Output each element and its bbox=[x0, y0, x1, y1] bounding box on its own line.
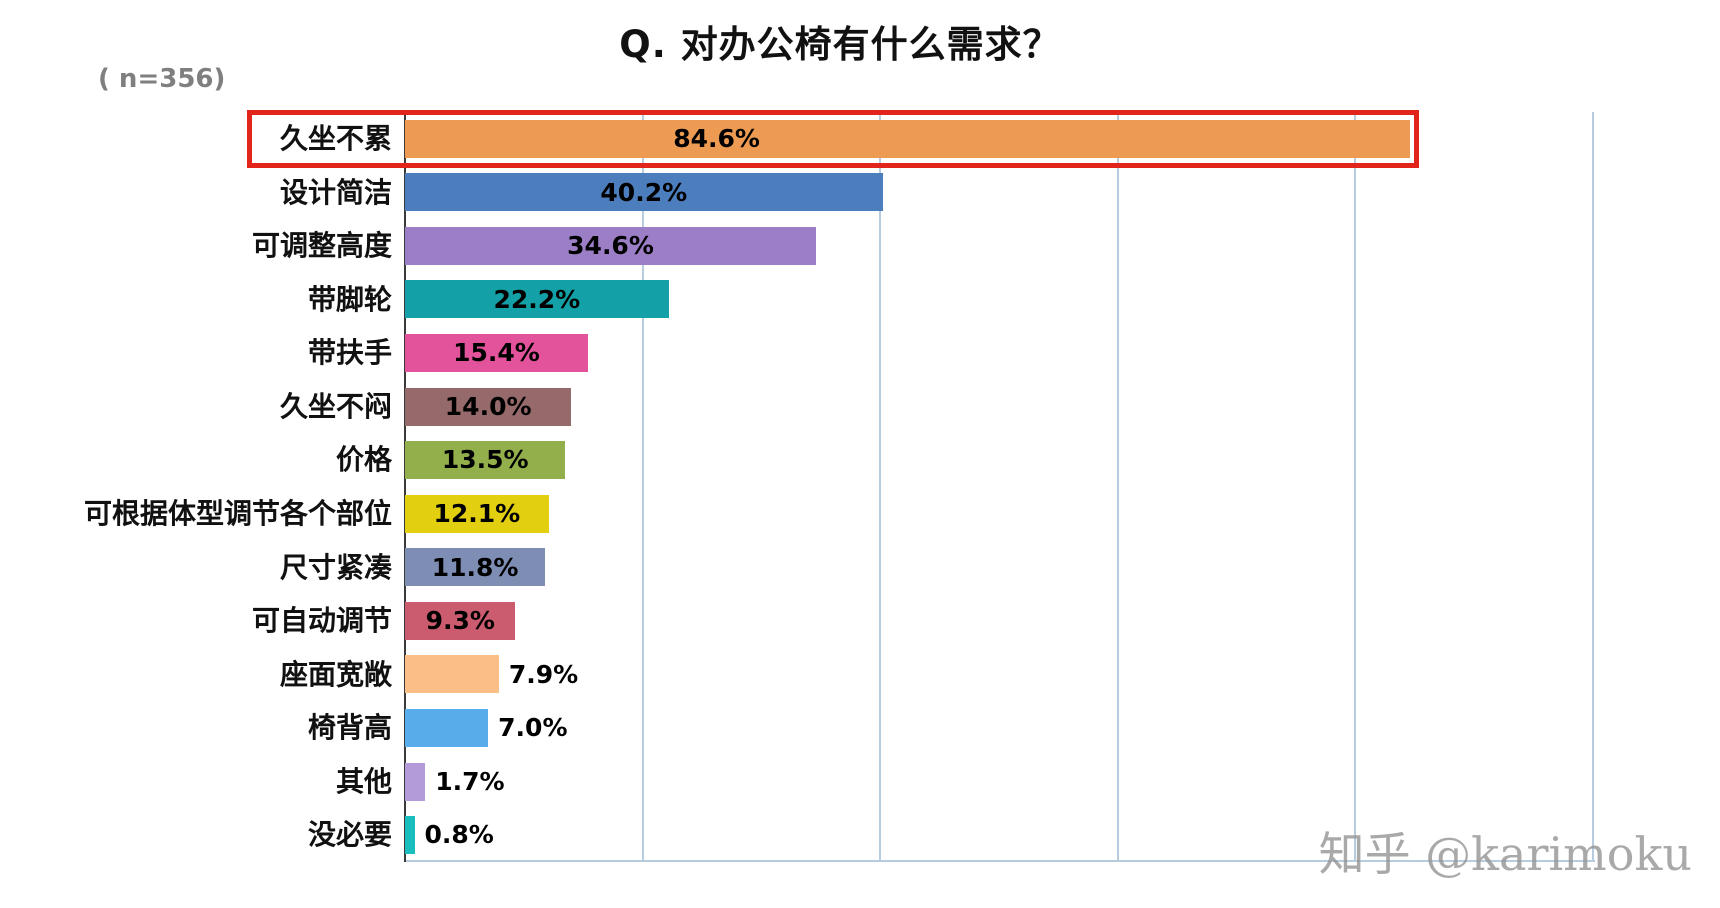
bar bbox=[405, 762, 426, 801]
bar-row: 可自动调节 9.3% bbox=[0, 594, 1720, 648]
gridline bbox=[1354, 112, 1357, 862]
value-label: 84.6% bbox=[673, 124, 760, 153]
gridline bbox=[641, 112, 644, 862]
bar bbox=[405, 119, 1411, 158]
value-label: 13.5% bbox=[441, 445, 529, 475]
bar bbox=[405, 601, 516, 640]
category-label: 带脚轮 bbox=[307, 282, 392, 316]
chart-title: Q. 对办公椅有什么需求？ bbox=[619, 23, 1061, 66]
bar-row: 带扶手 15.4% bbox=[0, 326, 1720, 380]
bar-row: 可根据体型调节各个部位 12.1% bbox=[0, 487, 1720, 541]
bar-row: 没必要 0.8% bbox=[0, 808, 1720, 862]
category-label: 久坐不累 bbox=[279, 122, 392, 155]
value-label: 7.9% bbox=[508, 659, 579, 689]
bar-row: 带脚轮 22.2% bbox=[0, 273, 1720, 327]
bar bbox=[405, 816, 415, 855]
value-label: 22.2% bbox=[493, 284, 581, 314]
bar bbox=[405, 709, 489, 748]
x-axis-line bbox=[405, 860, 1595, 862]
value-label: 12.1% bbox=[433, 499, 521, 528]
bar-row: 尺寸紧凑 11.8% bbox=[0, 541, 1720, 595]
bar-row: 设计简洁 40.2% bbox=[0, 166, 1720, 220]
bar-row: 其他 1.7% bbox=[0, 755, 1720, 809]
bar bbox=[405, 655, 499, 694]
category-label: 可自动调节 bbox=[251, 604, 392, 638]
category-label: 尺寸紧凑 bbox=[279, 550, 392, 584]
category-label: 其他 bbox=[335, 764, 392, 798]
bar-row: 久坐不累 84.6% bbox=[0, 112, 1720, 166]
value-label: 1.7% bbox=[435, 766, 505, 796]
bar-row: 久坐不闷 14.0% bbox=[0, 380, 1720, 434]
highlight-box bbox=[247, 110, 1419, 168]
bar-row: 可调整高度 34.6% bbox=[0, 219, 1720, 273]
bar bbox=[405, 441, 566, 480]
category-label: 座面宽敞 bbox=[279, 657, 392, 691]
gridline bbox=[1116, 112, 1119, 862]
bar-row: 价格 13.5% bbox=[0, 433, 1720, 487]
category-label: 设计简洁 bbox=[279, 175, 392, 209]
gridline bbox=[879, 112, 882, 862]
y-axis-line bbox=[404, 112, 406, 862]
plot-area: 久坐不累 84.6% 设计简洁 40.2% 可调整高度 34.6% 带脚轮 22.2% 带扶手 1… bbox=[0, 110, 1720, 862]
bar bbox=[405, 387, 572, 426]
value-label: 14.0% bbox=[444, 391, 532, 421]
category-label: 久坐不闷 bbox=[279, 389, 392, 423]
bar bbox=[405, 548, 546, 587]
value-label: 40.2% bbox=[600, 177, 688, 207]
category-label: 价格 bbox=[335, 443, 392, 477]
bar-row: 座面宽敞 7.9% bbox=[0, 648, 1720, 702]
bar bbox=[405, 173, 883, 212]
category-label: 没必要 bbox=[307, 818, 392, 852]
bar bbox=[405, 494, 549, 533]
bar bbox=[405, 280, 669, 319]
category-label: 可调整高度 bbox=[251, 229, 392, 263]
category-label: 带扶手 bbox=[307, 336, 392, 370]
value-label: 15.4% bbox=[453, 338, 540, 368]
value-label: 9.3% bbox=[425, 606, 495, 636]
value-label: 0.8% bbox=[424, 820, 494, 850]
value-label: 7.0% bbox=[498, 713, 568, 743]
gridline bbox=[1592, 112, 1594, 862]
watermark: 知乎 @karimoku bbox=[1318, 827, 1692, 881]
value-label: 34.6% bbox=[567, 231, 654, 261]
bar-row: 椅背高 7.0% bbox=[0, 701, 1720, 755]
bar bbox=[405, 226, 817, 265]
category-label: 椅背高 bbox=[307, 711, 392, 745]
bar bbox=[405, 334, 588, 373]
sample-size-note: ( n=356) bbox=[98, 64, 226, 94]
category-label: 可根据体型调节各个部位 bbox=[83, 497, 392, 530]
value-label: 11.8% bbox=[431, 552, 519, 582]
